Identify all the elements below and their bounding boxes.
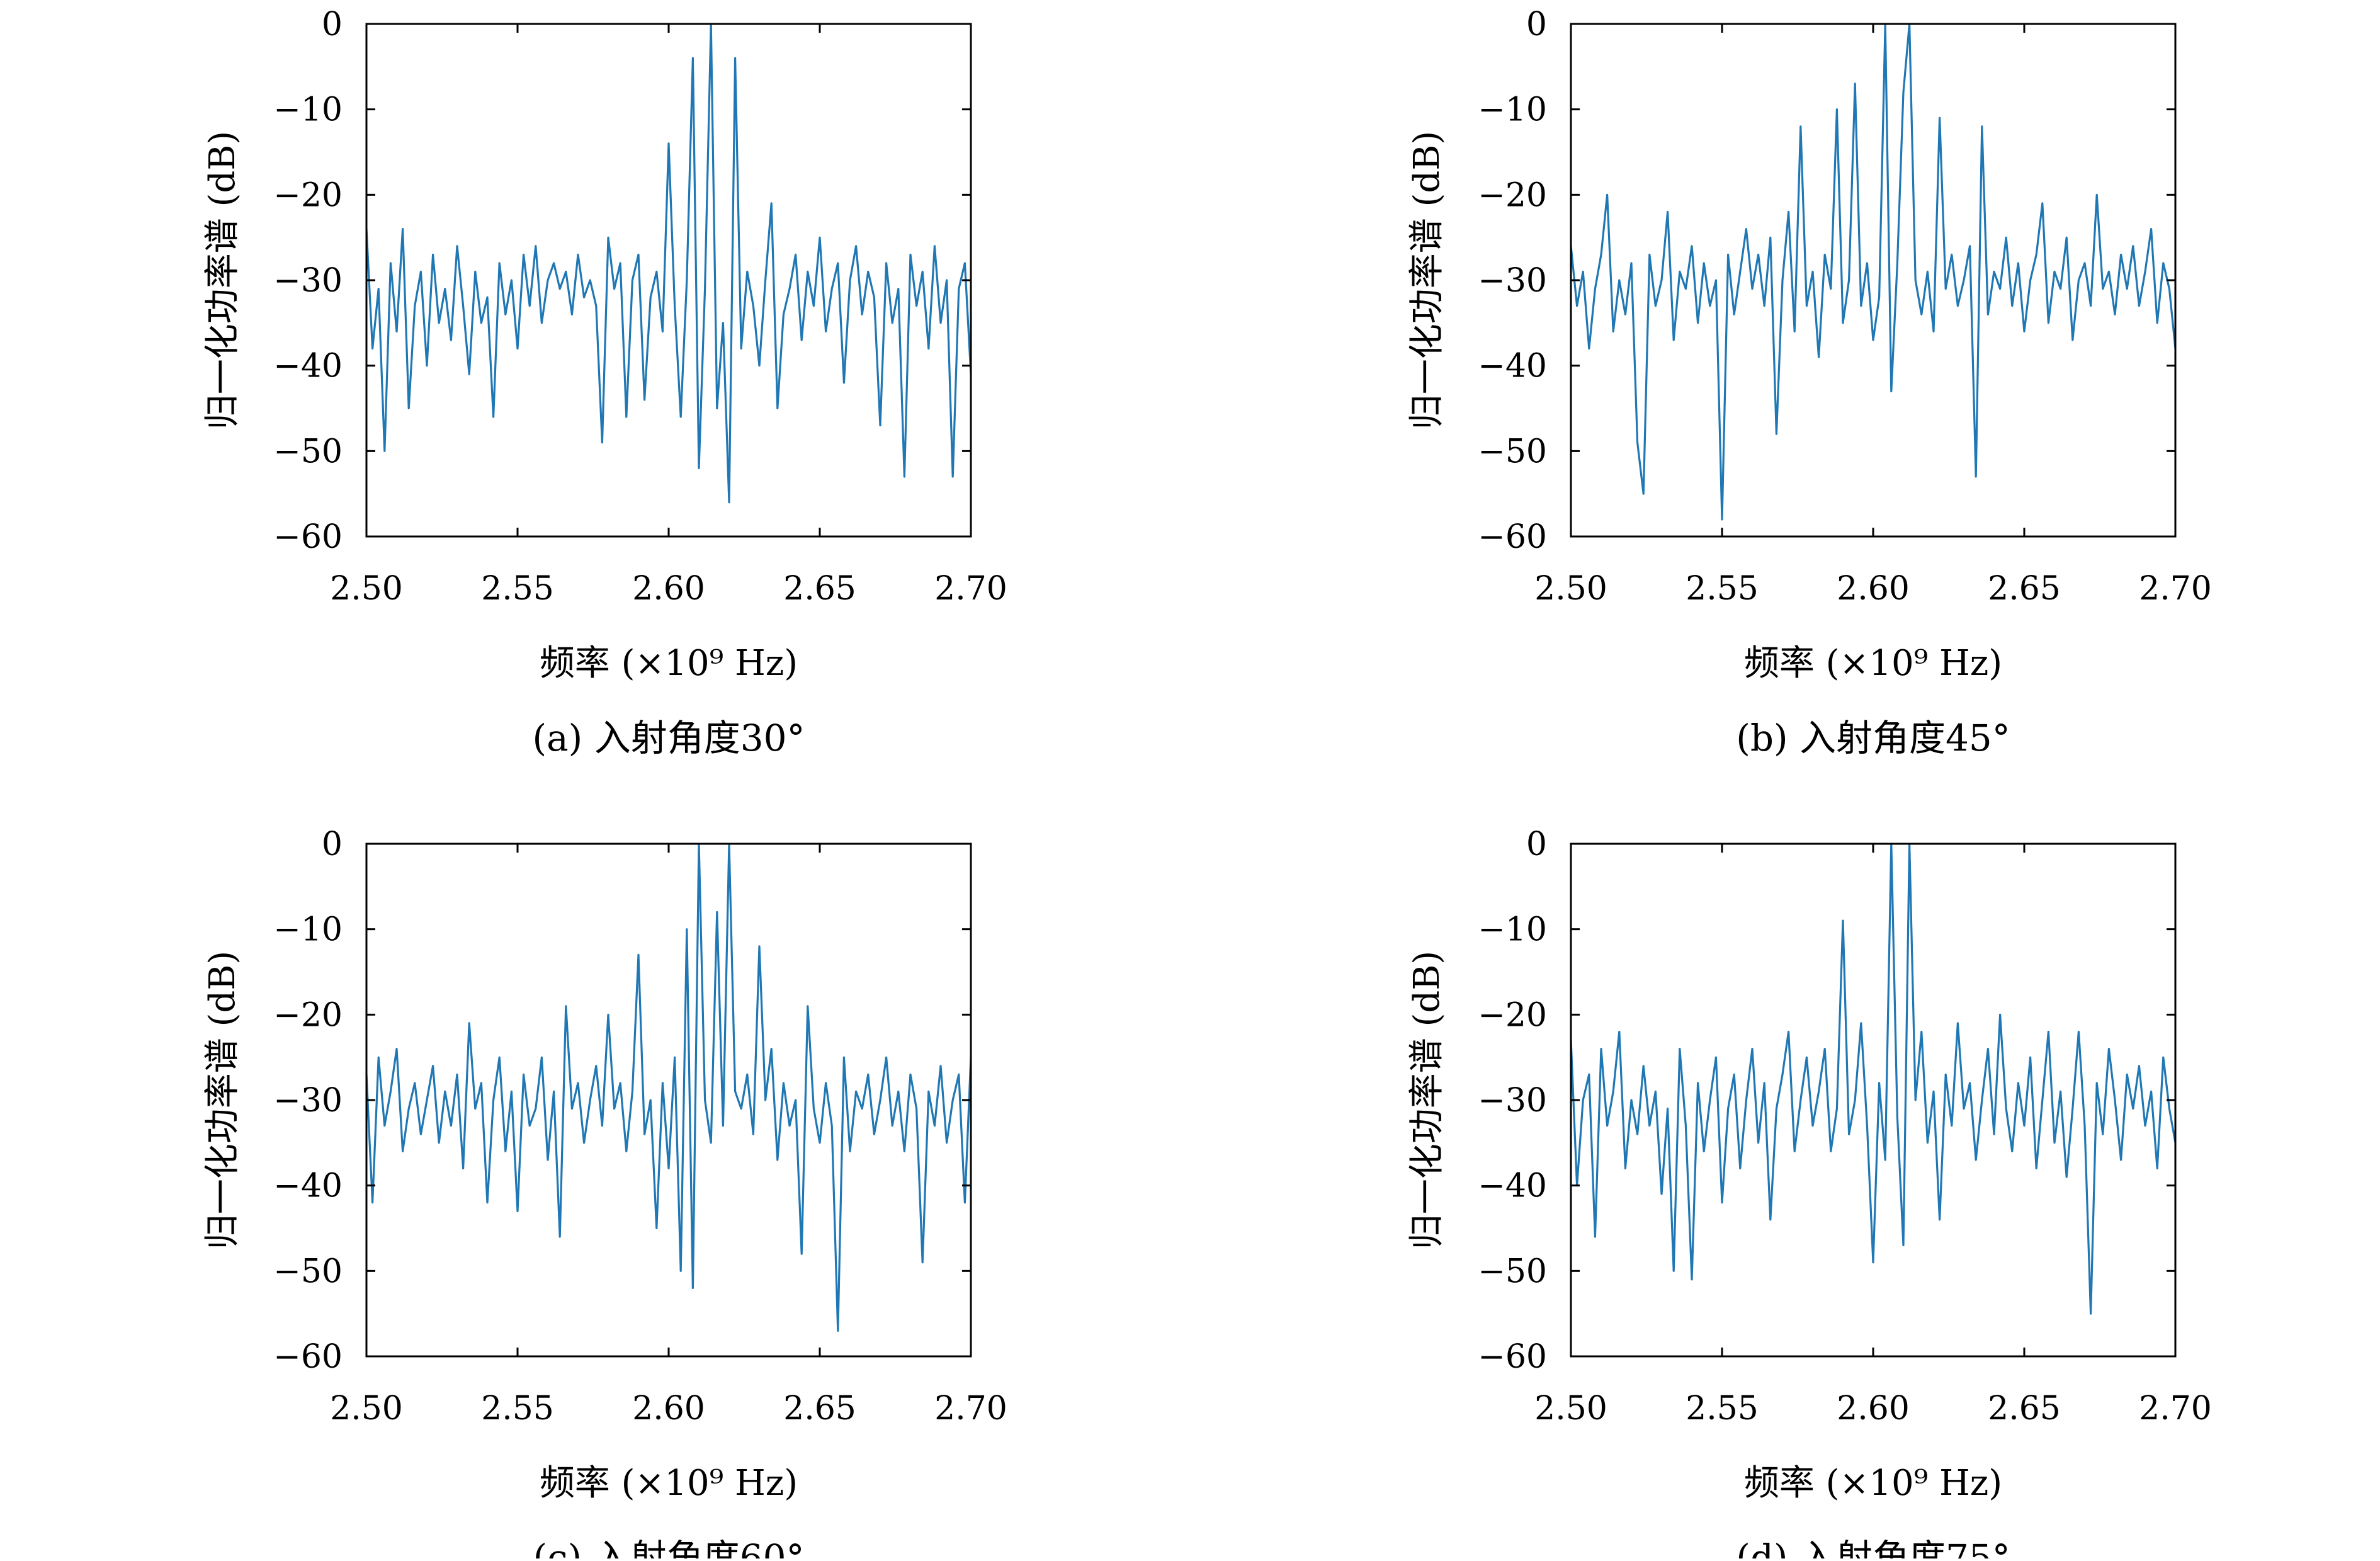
y-axis-label: 归一化功率谱 (dB) <box>202 131 243 430</box>
x-tick-label: 2.55 <box>1686 1390 1759 1428</box>
x-tick-label: 2.65 <box>783 1390 856 1428</box>
plot-frame <box>1570 843 2177 1358</box>
x-tick-label: 2.60 <box>632 1390 705 1428</box>
x-axis-label: 频率 (×10⁹ Hz) <box>1744 1463 2002 1504</box>
y-tick-label: −50 <box>1478 1252 1547 1290</box>
y-tick-label: −40 <box>273 1167 343 1205</box>
panel-caption: (a) 入射角度30° <box>532 717 805 759</box>
y-tick-label: 0 <box>1526 6 1547 43</box>
y-tick-label: −10 <box>1478 91 1547 129</box>
x-tick-label: 2.60 <box>1837 1390 1910 1428</box>
x-tick-label: 2.70 <box>2139 1390 2212 1428</box>
y-tick-label: 0 <box>1526 826 1547 863</box>
y-tick-label: −40 <box>1478 348 1547 385</box>
y-tick-label: 0 <box>322 6 343 43</box>
plot-frame <box>365 23 972 538</box>
y-tick-label: −20 <box>1478 176 1547 214</box>
y-tick-label: −30 <box>1478 1082 1547 1120</box>
chart-panel-2: 2.50 2.55 2.60 2.65 2.70 0 −10 −20 −30 −40 −50 −60 频… <box>1407 6 2212 759</box>
y-axis-label: 归一化功率谱 (dB) <box>1407 131 1448 430</box>
y-axis-label: 归一化功率谱 (dB) <box>202 951 243 1250</box>
y-axis-label: 归一化功率谱 (dB) <box>1407 951 1448 1250</box>
y-tick-label: −20 <box>273 176 343 214</box>
y-tick-label: −30 <box>1478 262 1547 300</box>
y-tick-label: −50 <box>273 1252 343 1290</box>
x-tick-label: 2.55 <box>1686 570 1759 608</box>
y-tick-label: −60 <box>1478 518 1547 556</box>
chart-panel-1: 2.50 2.55 2.60 2.65 2.70 0 −10 −20 −30 −40 −50 −60 频… <box>202 6 1007 759</box>
y-tick-label: −30 <box>273 1082 343 1120</box>
y-tick-label: −50 <box>273 433 343 470</box>
x-tick-label: 2.65 <box>1988 1390 2061 1428</box>
y-tick-label: −20 <box>1478 996 1547 1034</box>
x-tick-label: 2.70 <box>2139 570 2212 608</box>
y-tick-label: −60 <box>273 1338 343 1376</box>
x-tick-label: 2.60 <box>1837 570 1910 608</box>
x-axis-label: 频率 (×10⁹ Hz) <box>1744 643 2002 684</box>
y-tick-label: −20 <box>273 996 343 1034</box>
x-tick-label: 2.55 <box>481 570 554 608</box>
y-tick-label: −50 <box>1478 433 1547 470</box>
x-tick-label: 2.50 <box>330 1390 403 1428</box>
chart-panel-3: 2.50 2.55 2.60 2.65 2.70 0 −10 −20 −30 −40 −50 −60 频… <box>202 826 1007 1561</box>
y-tick-label: −10 <box>273 911 343 949</box>
series-line <box>1570 843 2177 1315</box>
y-tick-label: 0 <box>322 826 343 863</box>
series-line <box>365 23 972 504</box>
y-tick-label: −60 <box>273 518 343 556</box>
y-tick-label: −10 <box>1478 911 1547 949</box>
panel-caption: (b) 入射角度45° <box>1736 717 2010 759</box>
y-tick-label: −60 <box>1478 1338 1547 1376</box>
x-axis-label: 频率 (×10⁹ Hz) <box>540 643 798 684</box>
x-axis-label: 频率 (×10⁹ Hz) <box>540 1463 798 1504</box>
x-tick-label: 2.60 <box>632 570 705 608</box>
x-tick-label: 2.70 <box>934 1390 1007 1428</box>
chart-panel-4: 2.50 2.55 2.60 2.65 2.70 0 −10 −20 −30 −40 −50 −60 频… <box>1407 826 2212 1561</box>
y-tick-label: −40 <box>273 348 343 385</box>
panel-caption: (c) 入射角度60° <box>533 1536 805 1558</box>
series-line <box>1570 23 2177 521</box>
x-tick-label: 2.50 <box>1534 1390 1607 1428</box>
panel-caption: (d) 入射角度75° <box>1736 1536 2010 1558</box>
x-tick-label: 2.55 <box>481 1390 554 1428</box>
x-tick-label: 2.50 <box>330 570 403 608</box>
y-tick-label: −10 <box>273 91 343 129</box>
x-tick-label: 2.50 <box>1534 570 1607 608</box>
x-tick-label: 2.65 <box>1988 570 2061 608</box>
x-tick-label: 2.70 <box>934 570 1007 608</box>
x-tick-label: 2.65 <box>783 570 856 608</box>
y-tick-label: −40 <box>1478 1167 1547 1205</box>
series-line <box>365 843 972 1332</box>
y-tick-label: −30 <box>273 262 343 300</box>
